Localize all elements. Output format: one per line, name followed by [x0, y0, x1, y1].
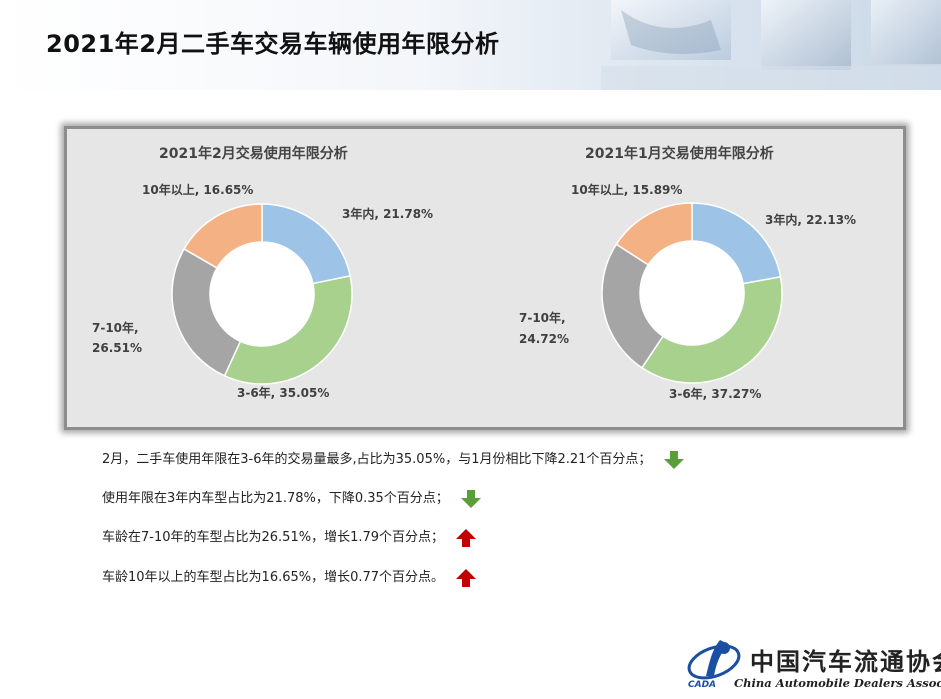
- down-arrow-icon: [460, 489, 481, 508]
- up-arrow-icon: [456, 568, 477, 587]
- label-jan-7-10-a: 7-10年,: [519, 311, 566, 325]
- bullet-item: 使用年限在3年内车型占比为21.78%，下降0.35个百分点；: [102, 487, 481, 511]
- label-feb-10plus: 10年以上, 16.65%: [142, 183, 254, 197]
- chart-title-feb: 2021年2月交易使用年限分析: [159, 146, 348, 162]
- donut-hole-feb: [210, 242, 314, 346]
- logo-name-en: China Automobile Dealers Association: [734, 676, 941, 690]
- down-arrow-icon: [663, 450, 684, 469]
- bullet-text: 车龄在7-10年的车型占比为26.51%，增长1.79个百分点；: [102, 530, 445, 545]
- up-arrow-icon: [456, 528, 477, 547]
- label-jan-3y: 3年内, 22.13%: [765, 213, 857, 227]
- bullet-text: 使用年限在3年内车型占比为21.78%，下降0.35个百分点；: [102, 491, 449, 506]
- bullet-text: 2月，二手车使用年限在3-6年的交易量最多,占比为35.05%，与1月份相比下降…: [102, 452, 652, 467]
- logo-name-zh: 中国汽车流通协会: [750, 647, 941, 676]
- label-feb-7-10-a: 7-10年,: [92, 321, 139, 335]
- donut-slice-jan-3-6y: [640, 275, 783, 384]
- donut-hole-jan: [640, 241, 744, 345]
- chart-title-jan: 2021年1月交易使用年限分析: [585, 146, 774, 162]
- header-decoration: [601, 0, 941, 90]
- label-feb-7-10-b: 26.51%: [92, 341, 142, 355]
- bullet-item: 车龄在7-10年的车型占比为26.51%，增长1.79个百分点；: [102, 526, 477, 550]
- header-banner: 2021年2月二手车交易车辆使用年限分析: [0, 0, 941, 90]
- label-jan-3-6: 3-6年, 37.27%: [669, 387, 762, 401]
- page-title: 2021年2月二手车交易车辆使用年限分析: [46, 30, 500, 58]
- label-feb-3y: 3年内, 21.78%: [342, 207, 434, 221]
- cada-emblem-icon: [687, 640, 741, 680]
- label-jan-10plus: 10年以上, 15.89%: [571, 183, 683, 197]
- chart-panel: 2021年2月交易使用年限分析 2021年1月交易使用年限分析 10年以上, 1…: [64, 126, 906, 430]
- bullet-item: 2月，二手车使用年限在3-6年的交易量最多,占比为35.05%，与1月份相比下降…: [102, 448, 684, 472]
- bullet-text: 车龄10年以上的车型占比为16.65%，增长0.77个百分点。: [102, 570, 445, 585]
- label-feb-3-6: 3-6年, 35.05%: [237, 386, 330, 400]
- cada-logo: CADA 中国汽车流通协会 China Automobile Dealers A…: [684, 636, 941, 696]
- bullet-item: 车龄10年以上的车型占比为16.65%，增长0.77个百分点。: [102, 566, 477, 590]
- label-jan-7-10-b: 24.72%: [519, 332, 569, 346]
- donut-charts: [171, 202, 783, 385]
- logo-abbr: CADA: [688, 680, 717, 690]
